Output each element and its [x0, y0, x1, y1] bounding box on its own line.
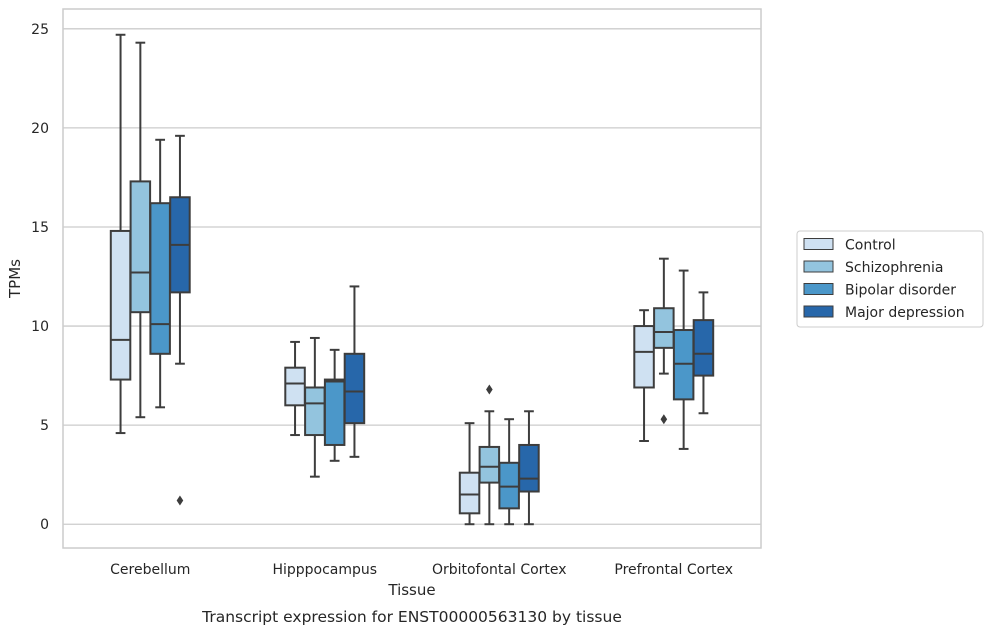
- box: [345, 286, 365, 456]
- legend-swatch: [804, 284, 833, 295]
- legend-swatch: [804, 239, 833, 250]
- legend: Control Schizophrenia Bipolar disorder Majo…: [797, 231, 983, 327]
- legend-label: Control: [845, 238, 896, 254]
- box: [170, 136, 190, 506]
- box: [325, 350, 345, 461]
- outlier-point: [486, 384, 493, 394]
- box: [480, 384, 500, 524]
- box-body: [285, 368, 305, 406]
- box: [150, 140, 170, 408]
- box-body: [480, 447, 500, 483]
- y-tick-labels: 0 5 10 15 20 25: [31, 22, 49, 533]
- box: [460, 423, 480, 524]
- outlier-point: [177, 495, 184, 505]
- box: [305, 338, 325, 477]
- outlier-point: [661, 414, 668, 424]
- y-tick-label: 10: [31, 319, 49, 335]
- box: [499, 419, 519, 524]
- box-body: [654, 308, 674, 348]
- box-body: [111, 231, 131, 380]
- x-tick-label: Cerebellum: [110, 562, 190, 578]
- y-tick-label: 20: [31, 121, 49, 137]
- box-body: [305, 387, 325, 435]
- legend-label: Schizophrenia: [845, 260, 943, 276]
- box-body: [634, 326, 654, 387]
- y-tick-label: 15: [31, 220, 49, 236]
- legend-label: Bipolar disorder: [845, 283, 956, 299]
- box: [654, 259, 674, 425]
- box-body: [345, 354, 365, 423]
- legend-swatch: [804, 306, 833, 317]
- box: [674, 271, 694, 449]
- y-tick-label: 25: [31, 22, 49, 38]
- chart-title: Transcript expression for ENST0000056313…: [201, 608, 622, 626]
- box-body: [325, 380, 345, 445]
- box-plot-chart: 0 5 10 15 20 25 Cerebellum Hipppocampus Orbitof…: [0, 0, 993, 634]
- x-axis-label: Tissue: [387, 581, 435, 599]
- x-tick-labels: Cerebellum Hipppocampus Orbitofontal Corte…: [110, 562, 733, 578]
- legend-swatch: [804, 261, 833, 272]
- box-body: [519, 445, 539, 492]
- y-axis-label: TPMs: [6, 259, 24, 299]
- box-plot-series: [111, 35, 713, 524]
- box: [694, 292, 714, 413]
- box-body: [131, 181, 151, 312]
- x-tick-label: Prefrontal Cortex: [614, 562, 733, 578]
- box: [285, 342, 305, 435]
- y-tick-label: 0: [40, 517, 49, 533]
- box: [131, 43, 151, 418]
- box-body: [460, 473, 480, 514]
- box-body: [694, 320, 714, 375]
- box: [111, 35, 131, 433]
- legend-label: Major depression: [845, 305, 965, 321]
- box-body: [150, 203, 170, 354]
- x-tick-label: Hipppocampus: [272, 562, 377, 578]
- x-tick-label: Orbitofontal Cortex: [432, 562, 567, 578]
- box: [519, 411, 539, 524]
- y-tick-label: 5: [40, 418, 49, 434]
- box: [634, 310, 654, 441]
